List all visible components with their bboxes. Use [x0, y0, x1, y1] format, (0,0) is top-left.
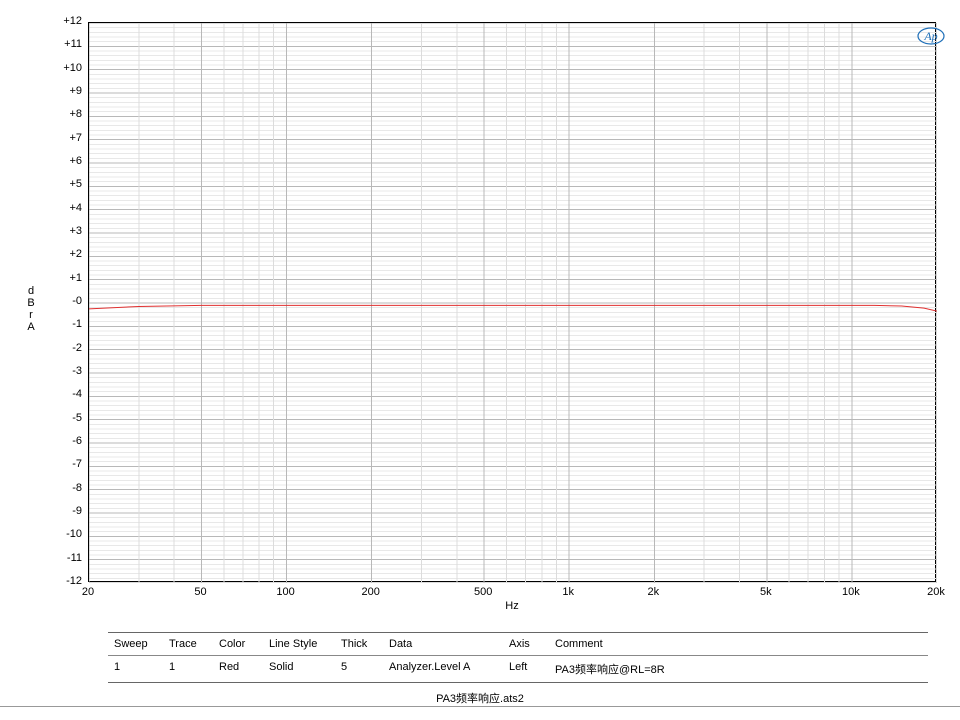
x-tick-label: 50 — [194, 586, 206, 598]
cell-comment: PA3频率响应@RL=8R — [555, 661, 922, 677]
y-tick-label: -3 — [54, 365, 82, 377]
y-tick-label: -12 — [54, 575, 82, 587]
y-tick-label: -7 — [54, 458, 82, 470]
x-tick-label: 20 — [82, 586, 94, 598]
cell-axis: Left — [509, 661, 555, 677]
ap-logo-text: Ap — [923, 29, 937, 43]
col-header-style: Line Style — [269, 638, 341, 650]
y-tick-label: -10 — [54, 528, 82, 540]
y-tick-label: +1 — [54, 272, 82, 284]
col-header-sweep: Sweep — [114, 638, 169, 650]
cell-style: Solid — [269, 661, 341, 677]
chart-svg — [89, 23, 937, 583]
y-tick-label: -6 — [54, 435, 82, 447]
y-tick-label: -0 — [54, 295, 82, 307]
y-tick-label: +8 — [54, 108, 82, 120]
y-tick-label: -9 — [54, 505, 82, 517]
col-header-trace: Trace — [169, 638, 219, 650]
table-header-row: Sweep Trace Color Line Style Thick Data … — [108, 633, 928, 656]
x-tick-label: 200 — [361, 586, 379, 598]
footer-filename: PA3频率响应.ats2 — [0, 690, 960, 706]
y-tick-label: +6 — [54, 155, 82, 167]
y-tick-label: +7 — [54, 132, 82, 144]
col-header-color: Color — [219, 638, 269, 650]
y-axis-label: d B r A — [24, 285, 38, 333]
col-header-comment: Comment — [555, 638, 922, 650]
ap-logo: Ap — [916, 26, 946, 46]
x-axis-label: Hz — [502, 600, 522, 612]
y-tick-label: +9 — [54, 85, 82, 97]
x-tick-label: 20k — [927, 586, 945, 598]
y-tick-label: -11 — [54, 552, 82, 564]
x-tick-label: 2k — [648, 586, 660, 598]
y-tick-label: -5 — [54, 412, 82, 424]
y-tick-label: +10 — [54, 62, 82, 74]
y-tick-label: -1 — [54, 318, 82, 330]
x-tick-label: 10k — [842, 586, 860, 598]
y-tick-label: +2 — [54, 248, 82, 260]
y-tick-label: +11 — [54, 38, 82, 50]
y-tick-label: -4 — [54, 388, 82, 400]
cell-sweep: 1 — [114, 661, 169, 677]
x-tick-label: 5k — [760, 586, 772, 598]
page-root: d B r A Ap Hz +12+11+10+9+8+7+6+5+4+3+2+… — [0, 0, 960, 720]
cell-color: Red — [219, 661, 269, 677]
series-line — [89, 305, 937, 311]
col-header-axis: Axis — [509, 638, 555, 650]
y-axis-label-char: d — [24, 285, 38, 297]
y-tick-label: +12 — [54, 15, 82, 27]
footer-rule — [0, 706, 960, 707]
x-tick-label: 1k — [562, 586, 574, 598]
y-tick-label: -8 — [54, 482, 82, 494]
y-tick-label: +5 — [54, 178, 82, 190]
cell-thick: 5 — [341, 661, 389, 677]
cell-data: Analyzer.Level A — [389, 661, 509, 677]
col-header-thick: Thick — [341, 638, 389, 650]
y-tick-label: +4 — [54, 202, 82, 214]
y-tick-label: +3 — [54, 225, 82, 237]
x-tick-label: 500 — [474, 586, 492, 598]
x-tick-label: 100 — [276, 586, 294, 598]
y-axis-label-char: r — [24, 309, 38, 321]
plot-area — [88, 22, 936, 582]
table-row: 1 1 Red Solid 5 Analyzer.Level A Left PA… — [108, 656, 928, 682]
y-axis-label-char: A — [24, 321, 38, 333]
y-axis-label-char: B — [24, 297, 38, 309]
y-tick-label: -2 — [54, 342, 82, 354]
cell-trace: 1 — [169, 661, 219, 677]
col-header-data: Data — [389, 638, 509, 650]
trace-table: Sweep Trace Color Line Style Thick Data … — [108, 632, 928, 683]
chart-container: d B r A Ap Hz +12 +11 +10 +9 +8 +7 +6 +5 +4 +3 +2 +… — [0, 0, 960, 620]
